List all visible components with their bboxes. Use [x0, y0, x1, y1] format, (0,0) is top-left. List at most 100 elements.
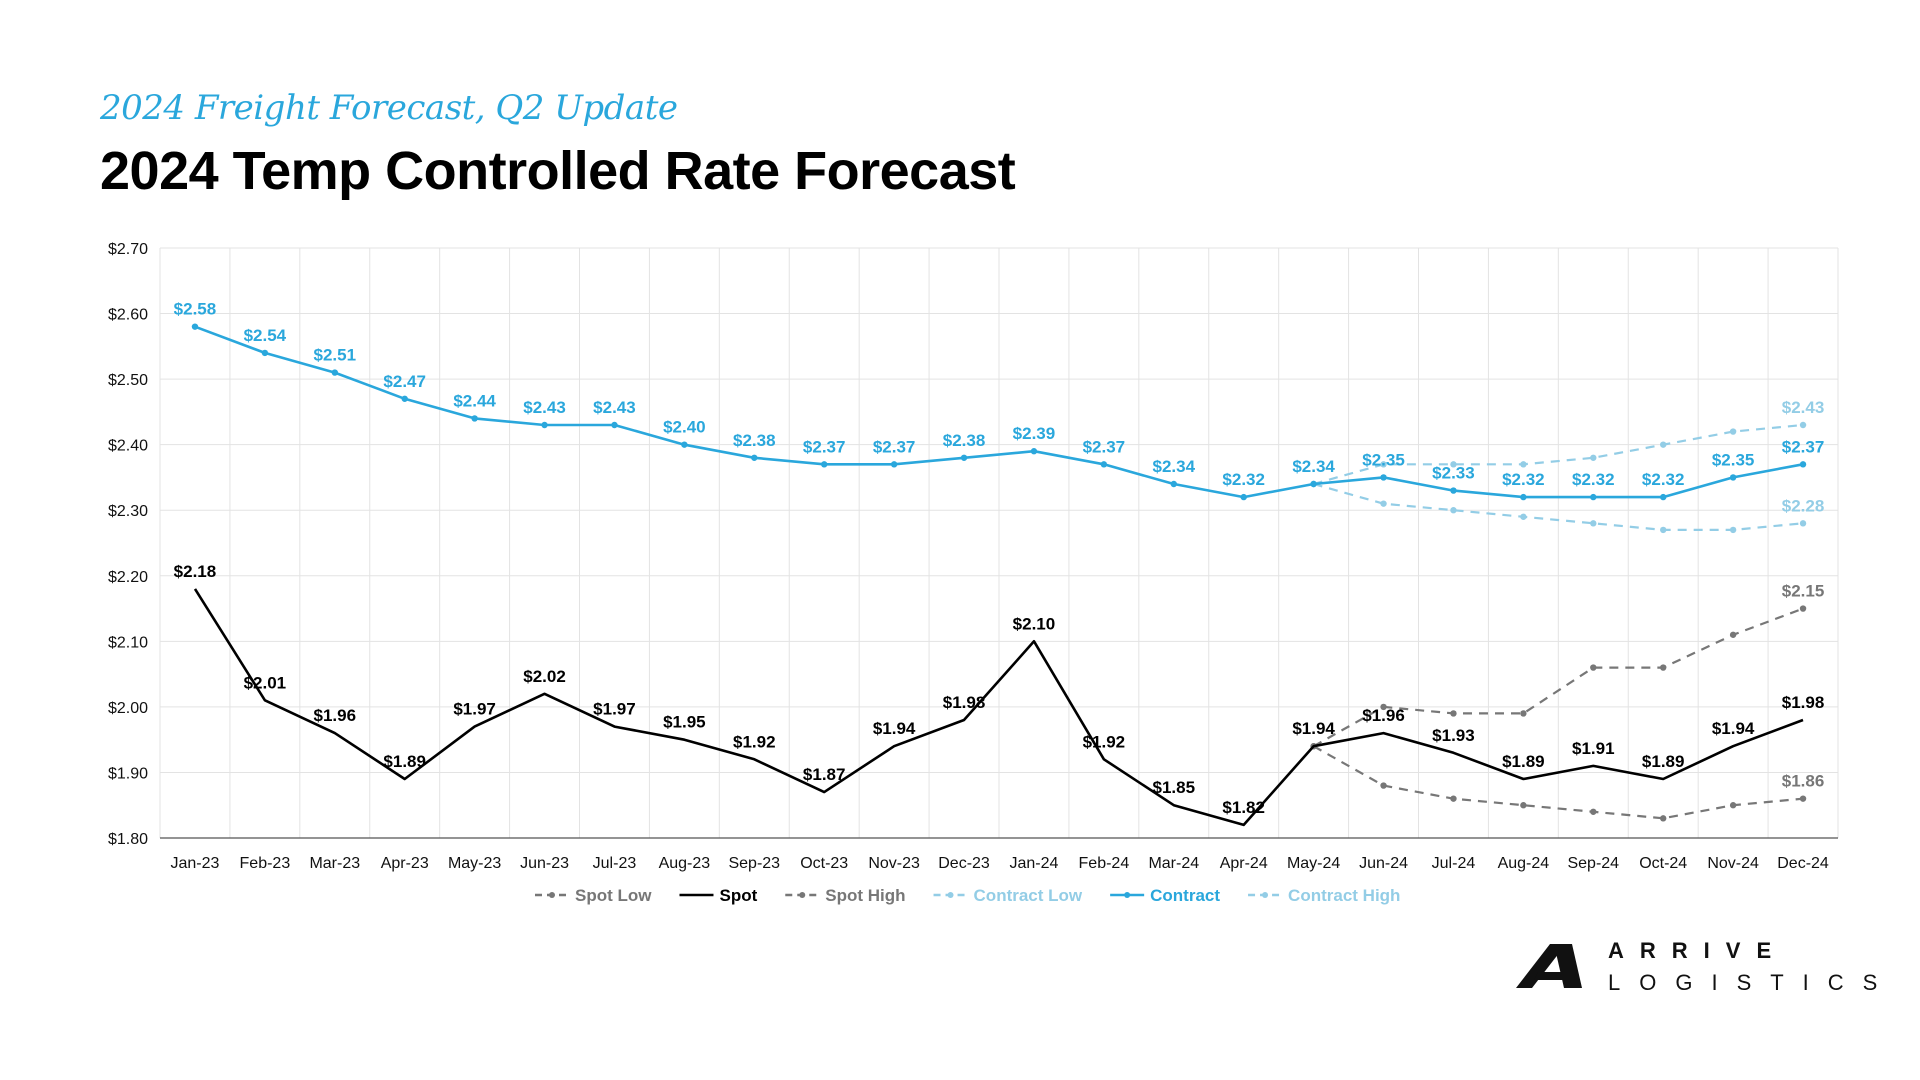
data-point [471, 415, 478, 422]
x-tick-label: Apr-23 [381, 855, 429, 872]
data-label: $2.47 [383, 372, 426, 391]
data-label: $2.37 [1782, 437, 1825, 456]
x-tick-label: Sep-23 [728, 855, 780, 872]
data-point [1520, 461, 1527, 468]
data-point [1520, 493, 1527, 501]
x-tick-label: Mar-23 [309, 855, 360, 872]
legend-label: Spot High [825, 886, 905, 905]
x-tick-label: Jan-23 [170, 855, 219, 872]
x-tick-label: Jan-24 [1009, 855, 1058, 872]
data-label: $2.32 [1642, 470, 1685, 489]
data-label: $1.92 [733, 732, 776, 751]
y-tick-label: $2.40 [108, 438, 148, 455]
x-tick-label: Feb-24 [1079, 855, 1130, 872]
data-point [681, 441, 688, 448]
data-label: $1.86 [1782, 772, 1825, 791]
data-label: $2.58 [174, 300, 217, 319]
data-label: $1.91 [1572, 739, 1615, 758]
data-label: $1.87 [803, 765, 846, 784]
data-point [1590, 808, 1597, 815]
series-line-spot-low [1313, 745, 1804, 820]
data-point [1590, 664, 1597, 671]
data-label: $2.32 [1502, 470, 1545, 489]
data-label: $1.82 [1222, 798, 1265, 817]
data-point [1590, 520, 1597, 527]
data-point [1170, 480, 1177, 488]
data-label: $2.35 [1362, 450, 1405, 469]
y-tick-label: $2.00 [108, 700, 148, 717]
y-tick-label: $2.50 [108, 372, 148, 389]
data-label: $1.95 [663, 713, 706, 732]
legend-marker [799, 892, 806, 898]
data-point [1729, 428, 1737, 435]
data-label: $2.33 [1432, 464, 1475, 483]
data-label: $2.40 [663, 418, 706, 437]
data-label: $1.89 [1642, 752, 1685, 771]
data-point [1799, 605, 1807, 612]
legend-marker [549, 892, 555, 898]
y-tick-label: $2.20 [108, 569, 148, 586]
data-label: $2.32 [1222, 470, 1265, 489]
data-label: $2.32 [1572, 470, 1615, 489]
data-label: $1.89 [1502, 752, 1545, 771]
data-point [1240, 493, 1247, 501]
x-tick-label: Apr-24 [1220, 855, 1268, 872]
chart-title: 2024 Temp Controlled Rate Forecast [100, 141, 1016, 201]
data-point [1450, 487, 1457, 494]
data-label: $2.18 [174, 562, 217, 581]
x-tick-label: Aug-24 [1498, 855, 1550, 872]
data-label: $1.93 [1432, 726, 1475, 745]
data-point [1520, 710, 1527, 717]
data-point [1450, 507, 1457, 514]
data-label: $2.37 [1083, 437, 1126, 456]
data-point [1660, 664, 1667, 671]
y-tick-label: $1.90 [108, 765, 148, 782]
data-label: $2.38 [943, 431, 986, 450]
x-tick-label: Dec-23 [938, 855, 990, 872]
legend-marker [947, 892, 954, 898]
x-tick-label: Aug-23 [659, 855, 711, 872]
data-point [1450, 461, 1457, 468]
data-point [1380, 461, 1387, 468]
x-tick-label: Jul-23 [593, 855, 637, 872]
data-label: $2.38 [733, 431, 776, 450]
data-point [191, 323, 199, 330]
series-line-spot [193, 588, 1804, 827]
series-line-spot-high [1313, 607, 1804, 748]
series-line-contract-low [1313, 482, 1804, 531]
data-point [1799, 421, 1807, 429]
data-label: $2.44 [453, 391, 496, 410]
data-point [1660, 441, 1667, 448]
data-label: $1.94 [1712, 719, 1755, 738]
data-point [1729, 631, 1737, 638]
data-point [1590, 493, 1597, 501]
legend-label: Spot [719, 886, 757, 905]
data-point [1799, 795, 1807, 802]
data-point [1520, 802, 1527, 809]
y-tick-label: $2.70 [108, 241, 148, 258]
data-label: $2.34 [1292, 457, 1335, 476]
data-label: $1.96 [314, 706, 357, 725]
data-point [401, 395, 408, 402]
y-tick-label: $2.60 [108, 307, 148, 324]
data-label: $2.01 [244, 673, 287, 692]
data-point [261, 349, 269, 357]
x-tick-label: Jun-24 [1359, 855, 1408, 872]
data-point [1380, 500, 1387, 507]
data-label: $1.96 [1362, 706, 1405, 725]
data-point [890, 461, 898, 468]
chart-subtitle: 2024 Freight Forecast, Q2 Update [100, 88, 678, 128]
x-tick-label: Dec-24 [1777, 855, 1829, 872]
data-label: $1.85 [1153, 778, 1196, 797]
data-label: $1.97 [593, 700, 636, 719]
y-tick-label: $2.10 [108, 634, 148, 651]
data-point [1450, 710, 1457, 717]
data-point [1799, 520, 1807, 527]
data-point [331, 369, 338, 376]
x-tick-label: Sep-24 [1567, 855, 1619, 872]
x-tick-label: Nov-24 [1707, 855, 1759, 872]
data-label: $1.97 [453, 700, 496, 719]
logo-word-arrive: ARRIVE [1608, 938, 1788, 963]
data-label: $2.39 [1013, 424, 1056, 443]
